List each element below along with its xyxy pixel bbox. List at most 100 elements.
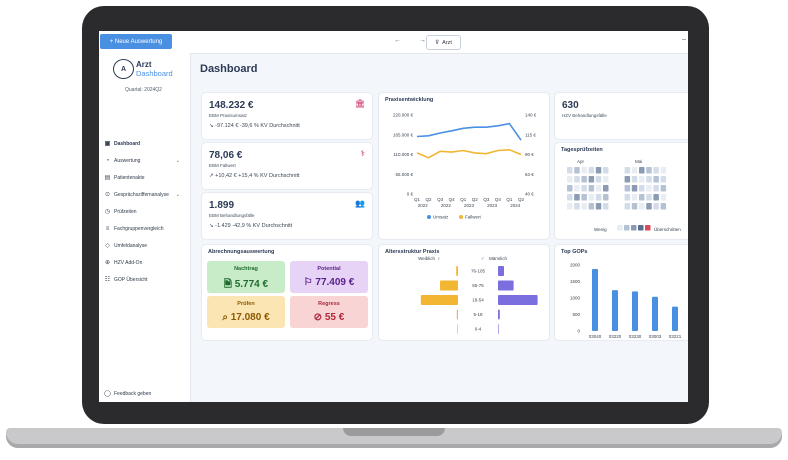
bar-female: [440, 280, 458, 291]
kpi-card-fallwert[interactable]: 78,06 € EBM Fallwert ↗ +10,42 € +15,4 % …: [202, 143, 372, 189]
sidebar-item-label: Feedback geben: [114, 390, 152, 397]
x-tick-quarter: Q2: [518, 197, 525, 202]
sidebar-item-label: Patientenakte: [114, 174, 145, 181]
x-tick-quarter: Q4: [495, 197, 502, 202]
kpi-card-umsatz[interactable]: 148.232 € EBM Praxisumsatz ↘ -97.124 € -…: [202, 93, 372, 139]
age-pyramid-chart[interactable]: Weiblich ♀ ♂ Männlich 76-105 55-75 18-54 5-18 0-…: [379, 245, 549, 340]
age-group-label: 18-54: [472, 298, 484, 303]
filter-label: Arzt: [442, 39, 452, 46]
sidebar-item-pr-fzeiten[interactable]: ◷ Prüfzeiten: [99, 203, 190, 220]
heatmap-cell: [631, 203, 638, 210]
sidebar-item-label: Umfeldanalyse: [114, 242, 148, 249]
y-tick-left: 55.000 €: [395, 172, 413, 177]
bar-female: [456, 309, 458, 320]
heatmap-cell: [603, 176, 609, 183]
window-control[interactable]: –: [682, 36, 686, 43]
chart-icon: ◔: [105, 157, 110, 164]
laptop-base: [6, 428, 782, 448]
filter-button[interactable]: ⊽ Arzt: [426, 35, 461, 50]
hzv-card[interactable]: 630 HZV Behandlungsfälle: [555, 93, 688, 139]
x-tick-quarter: Q1: [506, 197, 513, 202]
heatmap-cell: [567, 203, 573, 210]
legend-label-fallwert: Fallwert: [465, 215, 482, 220]
chevron-down-icon: ⌄: [175, 191, 180, 198]
tile-nachtrag[interactable]: Nachtrag 🗎 5.774 €: [207, 261, 285, 293]
sidebar-item-gop-bersicht[interactable]: ☷ GOP Übersicht: [99, 271, 190, 288]
legend-swatch: [617, 225, 623, 231]
x-tick-year: 2023: [487, 203, 498, 208]
heatmap-cell: [624, 167, 631, 174]
top-bar: + Neue Auswertung ← → ⊽ Arzt –: [99, 31, 688, 54]
sidebar-item-label: Prüfzeiten: [114, 208, 137, 215]
heatmap-cell: [646, 176, 652, 183]
sidebar-item-label: Fachgruppenvergleich: [114, 225, 164, 232]
tile-value: ⌕ 17.080 €: [207, 312, 285, 323]
legend-high: Überschritten: [654, 227, 681, 232]
sidebar-item-auswertung[interactable]: ◔ Auswertung ⌄: [99, 152, 190, 169]
bar-gop: [672, 306, 678, 331]
sidebar-item-patientenakte[interactable]: ▤ Patientenakte: [99, 169, 190, 186]
filter-icon: ⊽: [435, 39, 440, 46]
heatmap-cell: [567, 176, 573, 183]
tile-regress[interactable]: Regress ⊘ 55 €: [290, 296, 368, 328]
heatmap-chart[interactable]: [555, 143, 688, 239]
tile-amount: 77.409 €: [315, 277, 355, 288]
heatmap-cell: [567, 167, 573, 174]
kpi-card-faelle[interactable]: 1.899 EBM Behandlungsfälle ↘ -1.429 -42,…: [202, 193, 372, 239]
new-evaluation-button[interactable]: + Neue Auswertung: [100, 34, 172, 49]
heatmap-cell: [595, 176, 602, 183]
tile-value: ⚐ 77.409 €: [290, 277, 368, 288]
bar-gop: [632, 291, 638, 331]
tile-potential[interactable]: Potential ⚐ 77.409 €: [290, 261, 368, 293]
sidebar-item-label: Gesprächsziffernanalyse: [114, 191, 169, 198]
sidebar-item-gespr-chsziffernanalyse[interactable]: ⊙ Gesprächsziffernanalyse ⌄: [99, 186, 190, 203]
bar-gop: [612, 290, 618, 331]
month-label: Mai: [635, 159, 643, 164]
bar-male: [498, 280, 514, 291]
tile-label: Potential: [317, 266, 341, 272]
sidebar-item-hzv-add-on[interactable]: ⊕ HZV Add-On: [99, 254, 190, 271]
heatmap-cell: [595, 185, 602, 192]
y-tick: 1500: [570, 279, 581, 284]
heatmap-cell: [603, 194, 609, 201]
sidebar-item-fachgruppenvergleich[interactable]: ≡ Fachgruppenvergleich: [99, 220, 190, 237]
tile-amount: 17.080 €: [230, 312, 270, 323]
heatmap-cell: [595, 194, 602, 201]
stethoscope-icon: ⚕: [360, 149, 365, 158]
heatmap-cell: [646, 203, 652, 210]
legend-swatch: [631, 225, 637, 231]
feedback-icon: ◯: [104, 391, 111, 397]
heatmap-cell: [624, 185, 631, 192]
heatmap-cell: [639, 176, 645, 183]
heatmap-cell: [624, 176, 631, 183]
card-title: Praxisentwicklung: [385, 97, 434, 103]
y-tick: 500: [572, 312, 580, 317]
bar-male: [498, 266, 504, 276]
heatmap-cell: [581, 185, 587, 192]
sidebar-item-dashboard[interactable]: ▣ Dashboard: [99, 135, 190, 152]
heatmap-cell: [624, 203, 631, 210]
laptop-notch: [343, 428, 445, 436]
tile-pr-fen[interactable]: Prüfen ⌕ 17.080 €: [207, 296, 285, 328]
sidebar-item-umfeldanalyse[interactable]: ◇ Umfeldanalyse: [99, 237, 190, 254]
y-tick-right: 90 €: [525, 152, 534, 157]
month-label: Apr: [577, 159, 585, 164]
series-line-umsatz: [416, 122, 522, 141]
kpi-label: HZV Behandlungsfälle: [562, 113, 607, 118]
legend-swatch: [624, 225, 630, 231]
bar-female: [456, 266, 458, 276]
heatmap-cell: [653, 203, 659, 210]
sidebar-item-feedback-geben[interactable]: ◯ Feedback geben: [99, 385, 190, 402]
heatmap-cell: [631, 185, 638, 192]
heatmap-cell: [574, 176, 580, 183]
history-nav-arrows[interactable]: ← →: [394, 37, 434, 44]
sidebar-nav: ▣ Dashboard ◔ Auswertung ⌄ ▤ Patientenakte ⊙ Ges…: [99, 135, 190, 288]
brand-subtitle: Dashboard: [136, 69, 173, 78]
age-group-label: 5-18: [473, 312, 483, 317]
x-tick-quarter: Q4: [449, 197, 456, 202]
praxis-line-chart[interactable]: 0 € 40 € 55.000 € 63 € 110.000 € 90 € 165.000 …: [379, 93, 549, 239]
top-gops-bar-chart[interactable]: 0 500 1000 1500 2000 03040 03220 03230 03003 0322…: [555, 245, 688, 340]
users-icon: 👥: [355, 199, 365, 208]
kpi-trend: ↘ -97.124 € -39,6 % KV Durchschnitt: [209, 123, 300, 129]
heatmap-cell: [595, 203, 602, 210]
